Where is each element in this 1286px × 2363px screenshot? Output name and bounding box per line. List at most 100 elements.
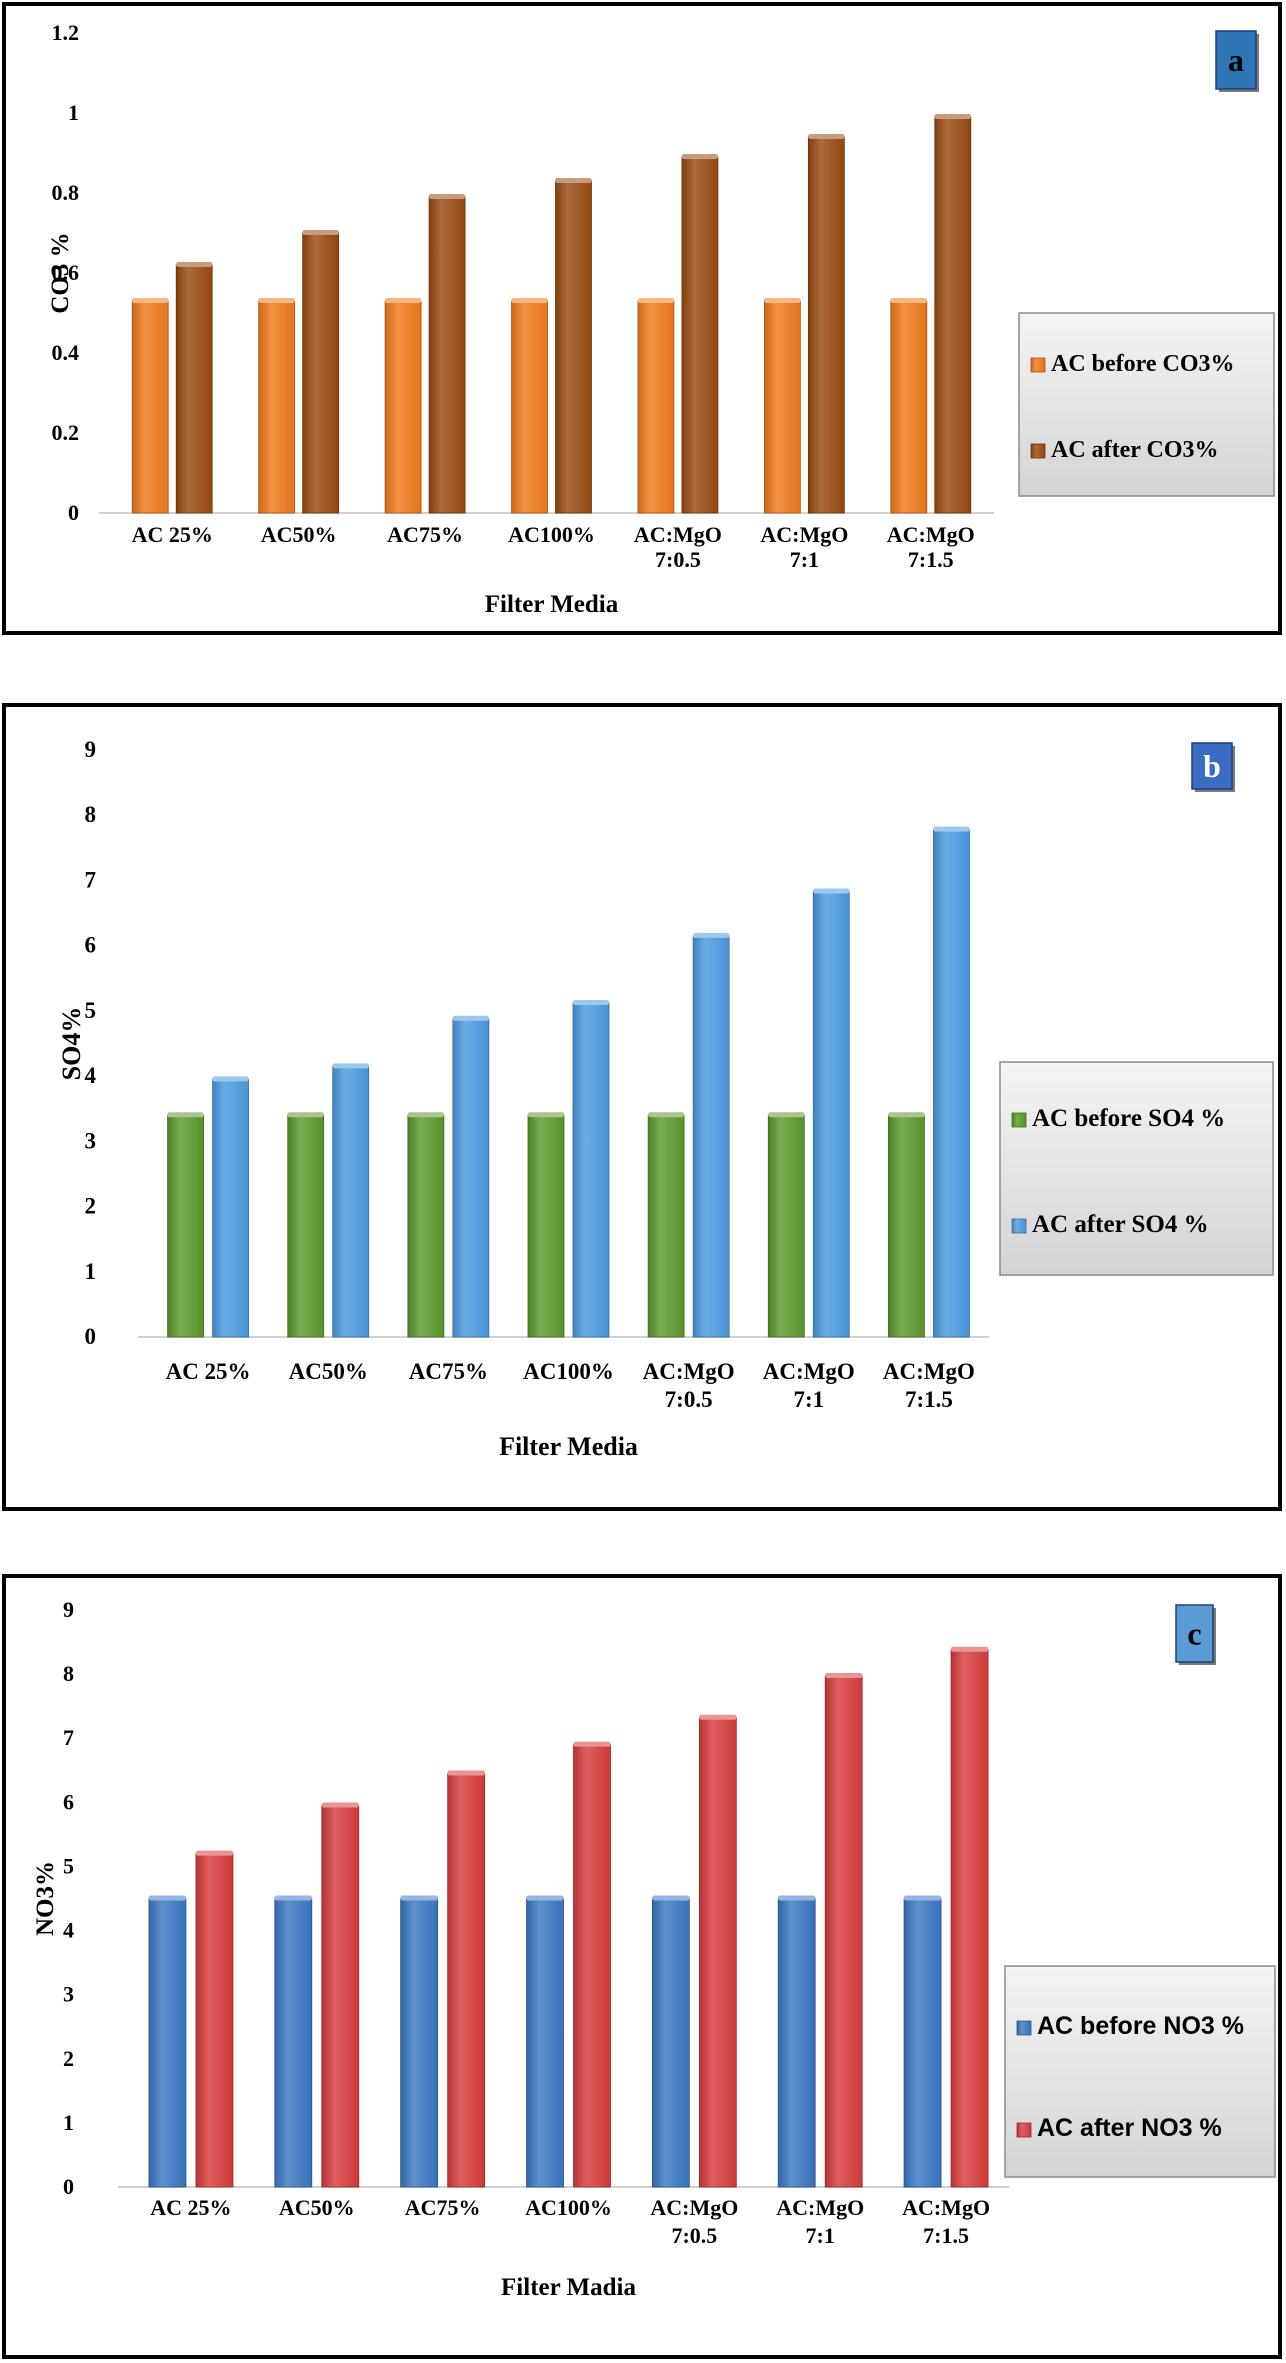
bar-cap bbox=[951, 1646, 989, 1652]
y-tick-label: 1 bbox=[68, 100, 79, 125]
x-tick-label: 7:1.5 bbox=[923, 2223, 969, 2248]
x-tick-label: AC 25% bbox=[166, 1359, 251, 1384]
x-axis-title: Filter Madia bbox=[501, 2274, 636, 2301]
bar-after bbox=[950, 1649, 989, 2188]
x-tick-label: 7:1 bbox=[793, 1387, 824, 1412]
y-tick-label: 5 bbox=[85, 998, 97, 1023]
y-tick-label: 9 bbox=[63, 1597, 74, 1622]
x-tick-label: AC:MgO bbox=[763, 1359, 855, 1384]
bar-cap bbox=[429, 194, 466, 199]
bar-cap bbox=[176, 262, 213, 267]
bar-cap bbox=[212, 1076, 249, 1082]
x-axis-title: Filter Media bbox=[485, 591, 619, 618]
chart-b-svg: 0 1 2 3 4 5 6 7 8 9 AC 25% AC50% AC75% AC100% AC:MgO 7:… bbox=[57, 737, 1274, 1461]
bar-after bbox=[555, 180, 592, 514]
bar-before bbox=[258, 300, 296, 514]
y-tick-label: 0 bbox=[63, 2174, 74, 2199]
panel-label: b bbox=[1203, 748, 1221, 784]
bar-cap bbox=[447, 1770, 485, 1776]
bar-cap bbox=[258, 298, 295, 303]
y-tick-label: 1 bbox=[63, 2110, 74, 2135]
x-tick-label: AC50% bbox=[261, 522, 337, 547]
bar-cap bbox=[904, 1895, 942, 1901]
x-tick-label: AC75% bbox=[409, 1359, 488, 1384]
bar-before bbox=[777, 1898, 816, 2188]
legend-swatch bbox=[1016, 2122, 1032, 2138]
legend-label: AC after NO3 % bbox=[1037, 2114, 1222, 2142]
bar-after bbox=[933, 829, 970, 1338]
bar-cap bbox=[573, 1000, 609, 1006]
x-tick-label: AC:MgO bbox=[902, 2195, 990, 2220]
x-tick-label: AC 25% bbox=[150, 2195, 231, 2220]
x-tick-label: AC 25% bbox=[132, 522, 213, 547]
bar-before bbox=[637, 300, 675, 514]
y-tick-label: 6 bbox=[85, 933, 97, 958]
y-tick-label: 2 bbox=[85, 1194, 97, 1219]
y-tick-label: 5 bbox=[63, 1853, 74, 1878]
bar-after bbox=[934, 116, 972, 514]
y-axis-title: SO4% bbox=[57, 1007, 86, 1081]
legend-label: AC before SO4 % bbox=[1032, 1105, 1225, 1132]
x-tick-label: 7:1 bbox=[790, 547, 819, 572]
bar-cap bbox=[699, 1714, 737, 1720]
bar-cap bbox=[813, 888, 850, 894]
y-axis-title: NO3% bbox=[32, 1861, 59, 1936]
legend-swatch bbox=[1011, 1112, 1027, 1128]
bar-before bbox=[511, 300, 548, 514]
bar-cap bbox=[888, 1112, 925, 1118]
x-tick-label: AC:MgO bbox=[650, 2195, 738, 2220]
x-tick-label: AC:MgO bbox=[887, 522, 975, 547]
bar-before bbox=[767, 1114, 805, 1338]
bar-cap bbox=[890, 298, 927, 303]
x-tick-label: AC:MgO bbox=[643, 1359, 735, 1384]
x-axis-title: Filter Media bbox=[499, 1432, 638, 1461]
y-tick-label: 0 bbox=[68, 500, 79, 525]
bar-before bbox=[647, 1114, 685, 1338]
x-tick-label: AC50% bbox=[289, 1359, 368, 1384]
bar-after bbox=[447, 1773, 486, 2188]
legend-box bbox=[1004, 1965, 1276, 2178]
bar-cap bbox=[452, 1015, 489, 1021]
bar-before bbox=[890, 300, 928, 514]
bar-after bbox=[812, 891, 850, 1338]
bar-after bbox=[175, 264, 213, 514]
bar-cap bbox=[148, 1895, 186, 1901]
panel-label: c bbox=[1187, 1616, 1201, 1652]
chart-panel-b: 0 1 2 3 4 5 6 7 8 9 AC 25% AC50% AC75% AC100% AC:MgO 7:… bbox=[2, 703, 1282, 1511]
x-tick-label: AC100% bbox=[523, 1359, 614, 1384]
x-tick-label: AC:MgO bbox=[776, 2195, 864, 2220]
legend-box bbox=[999, 1061, 1274, 1276]
bar-cap bbox=[934, 114, 971, 119]
bar-cap bbox=[573, 1741, 611, 1747]
bar-after bbox=[824, 1675, 863, 2188]
bar-cap bbox=[637, 298, 674, 303]
y-tick-label: 1 bbox=[85, 1259, 97, 1284]
legend-label: AC after SO4 % bbox=[1032, 1211, 1209, 1238]
legend-swatch bbox=[1016, 2020, 1032, 2036]
x-tick-label: AC50% bbox=[279, 2195, 355, 2220]
bar-after bbox=[807, 136, 845, 514]
y-tick-label: 0.2 bbox=[52, 420, 80, 445]
bar-after bbox=[692, 935, 730, 1338]
y-tick-label: 9 bbox=[85, 737, 97, 762]
bar-cap bbox=[332, 1063, 369, 1069]
chart-panel-c: 0 1 2 3 4 5 6 7 8 9 AC 25% AC50% AC75% AC100% AC:MgO 7:… bbox=[2, 1574, 1282, 2359]
y-tick-label: 3 bbox=[85, 1128, 97, 1153]
bar-after bbox=[195, 1853, 234, 2188]
chart-c-svg: 0 1 2 3 4 5 6 7 8 9 AC 25% AC50% AC75% AC100% AC:MgO 7:… bbox=[32, 1597, 1276, 2301]
bar-cap bbox=[385, 298, 422, 303]
y-tick-label: 2 bbox=[63, 2046, 74, 2071]
bar-cap bbox=[648, 1112, 685, 1118]
bar-before bbox=[384, 300, 422, 514]
bar-cap bbox=[167, 1112, 204, 1118]
y-tick-label: 0.6 bbox=[52, 260, 80, 285]
bar-cap bbox=[407, 1112, 444, 1118]
x-tick-label: AC:MgO bbox=[634, 522, 722, 547]
y-axis-title: CO3 % bbox=[47, 232, 74, 313]
x-tick-label: AC75% bbox=[387, 522, 463, 547]
bar-after bbox=[573, 1744, 611, 2188]
bar-before bbox=[527, 1114, 565, 1338]
bar-before bbox=[167, 1114, 204, 1338]
bar-cap bbox=[274, 1895, 312, 1901]
bar-before bbox=[148, 1898, 187, 2188]
